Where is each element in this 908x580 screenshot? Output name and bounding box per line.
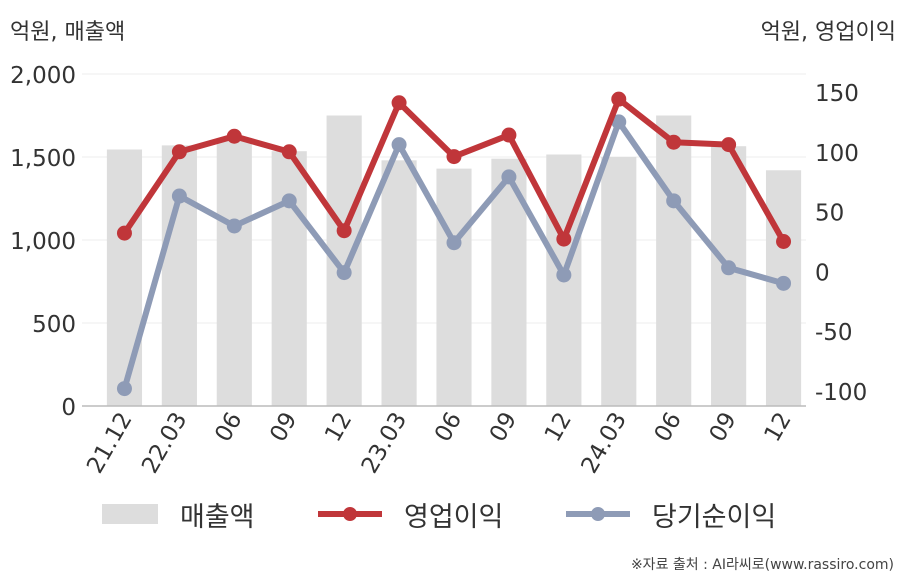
legend-label-operating-profit: 영업이익	[404, 501, 504, 533]
legend-line-swatch-red	[318, 507, 382, 521]
revenue-bar	[106, 149, 143, 406]
net-income-point	[666, 193, 682, 209]
x-tick-label: 06	[650, 408, 687, 446]
revenue-bar	[656, 115, 692, 406]
revenue-bar	[381, 160, 417, 406]
revenue-bar	[271, 151, 307, 406]
source-note: ※자료 출처 : AI라씨로(www.rassiro.com)	[630, 557, 894, 573]
operating-profit-point	[281, 144, 297, 160]
operating-profit-point	[446, 149, 462, 165]
revenue-bars	[106, 115, 802, 406]
left-axis-title: 억원, 매출액	[10, 20, 126, 45]
operating-profit-point	[666, 134, 682, 150]
left-tick-label: 0	[61, 395, 76, 421]
x-tick-label: 09	[705, 408, 742, 446]
net-income-point	[171, 188, 187, 204]
left-tick-label: 1,000	[10, 229, 76, 255]
revenue-bar	[436, 168, 472, 406]
x-tick-label: 24.03	[577, 408, 632, 478]
net-income-point	[281, 193, 297, 209]
operating-profit-point	[171, 144, 187, 160]
profit-lines	[116, 91, 792, 397]
legend-bar-swatch	[102, 504, 158, 524]
x-tick-label: 12	[760, 408, 797, 446]
operating-profit-point	[776, 234, 792, 249]
revenue-bar	[601, 157, 637, 406]
right-tick-label: 100	[815, 141, 859, 167]
legend-line-swatch-gray	[566, 507, 630, 521]
net-income-point	[501, 169, 517, 185]
x-tick-label: 22.03	[137, 408, 192, 478]
net-income-point	[446, 235, 462, 251]
combo-chart: 0 500 1,000 1,500 2,000 -100 -50 0 50 100 150 21.12…	[10, 63, 867, 478]
legend-item-operating-profit: 영업이익	[318, 494, 503, 534]
legend-label-revenue: 매출액	[180, 501, 255, 533]
legend: 매출액 영업이익 당기순이익	[0, 494, 908, 534]
x-tick-label: 21.12	[82, 408, 137, 478]
operating-profit-point	[611, 91, 627, 107]
legend-label-net-income: 당기순이익	[652, 501, 777, 533]
left-tick-label: 500	[32, 312, 76, 338]
net-income-point	[556, 267, 572, 283]
operating-profit-point	[116, 225, 132, 241]
x-tick-label: 06	[430, 408, 467, 446]
left-tick-label: 1,500	[10, 146, 76, 172]
x-tick-label: 09	[485, 408, 522, 446]
net-income-point	[336, 265, 352, 281]
right-tick-label: 50	[815, 201, 844, 227]
net-income-point	[116, 381, 132, 397]
right-axis-title: 억원, 영업이익	[760, 20, 896, 45]
operating-profit-point	[336, 223, 352, 239]
x-tick-label: 12	[540, 408, 577, 446]
operating-profit-point	[721, 137, 737, 153]
x-tick-label: 06	[210, 408, 247, 446]
operating-profit-point	[556, 231, 572, 247]
x-tick-label: 12	[320, 408, 357, 446]
net-income-point	[391, 137, 407, 153]
net-income-point	[721, 260, 737, 276]
revenue-bar	[711, 146, 747, 406]
x-tick-label: 09	[265, 408, 302, 446]
legend-item-revenue: 매출액	[102, 494, 255, 534]
left-tick-label: 2,000	[10, 63, 76, 89]
net-income-point	[776, 275, 792, 291]
operating-profit-point	[226, 128, 242, 144]
revenue-bar	[216, 137, 252, 406]
operating-profit-point	[501, 127, 517, 143]
right-tick-label: -50	[815, 320, 853, 346]
x-tick-label: 23.03	[357, 408, 412, 478]
right-tick-label: 150	[815, 81, 859, 107]
revenue-bar	[161, 145, 197, 406]
net-income-point	[611, 114, 627, 130]
right-tick-label: -100	[815, 380, 867, 406]
operating-profit-point	[391, 95, 407, 111]
net-income-point	[226, 218, 242, 234]
legend-item-net-income: 당기순이익	[566, 494, 776, 534]
right-tick-label: 0	[815, 260, 830, 286]
